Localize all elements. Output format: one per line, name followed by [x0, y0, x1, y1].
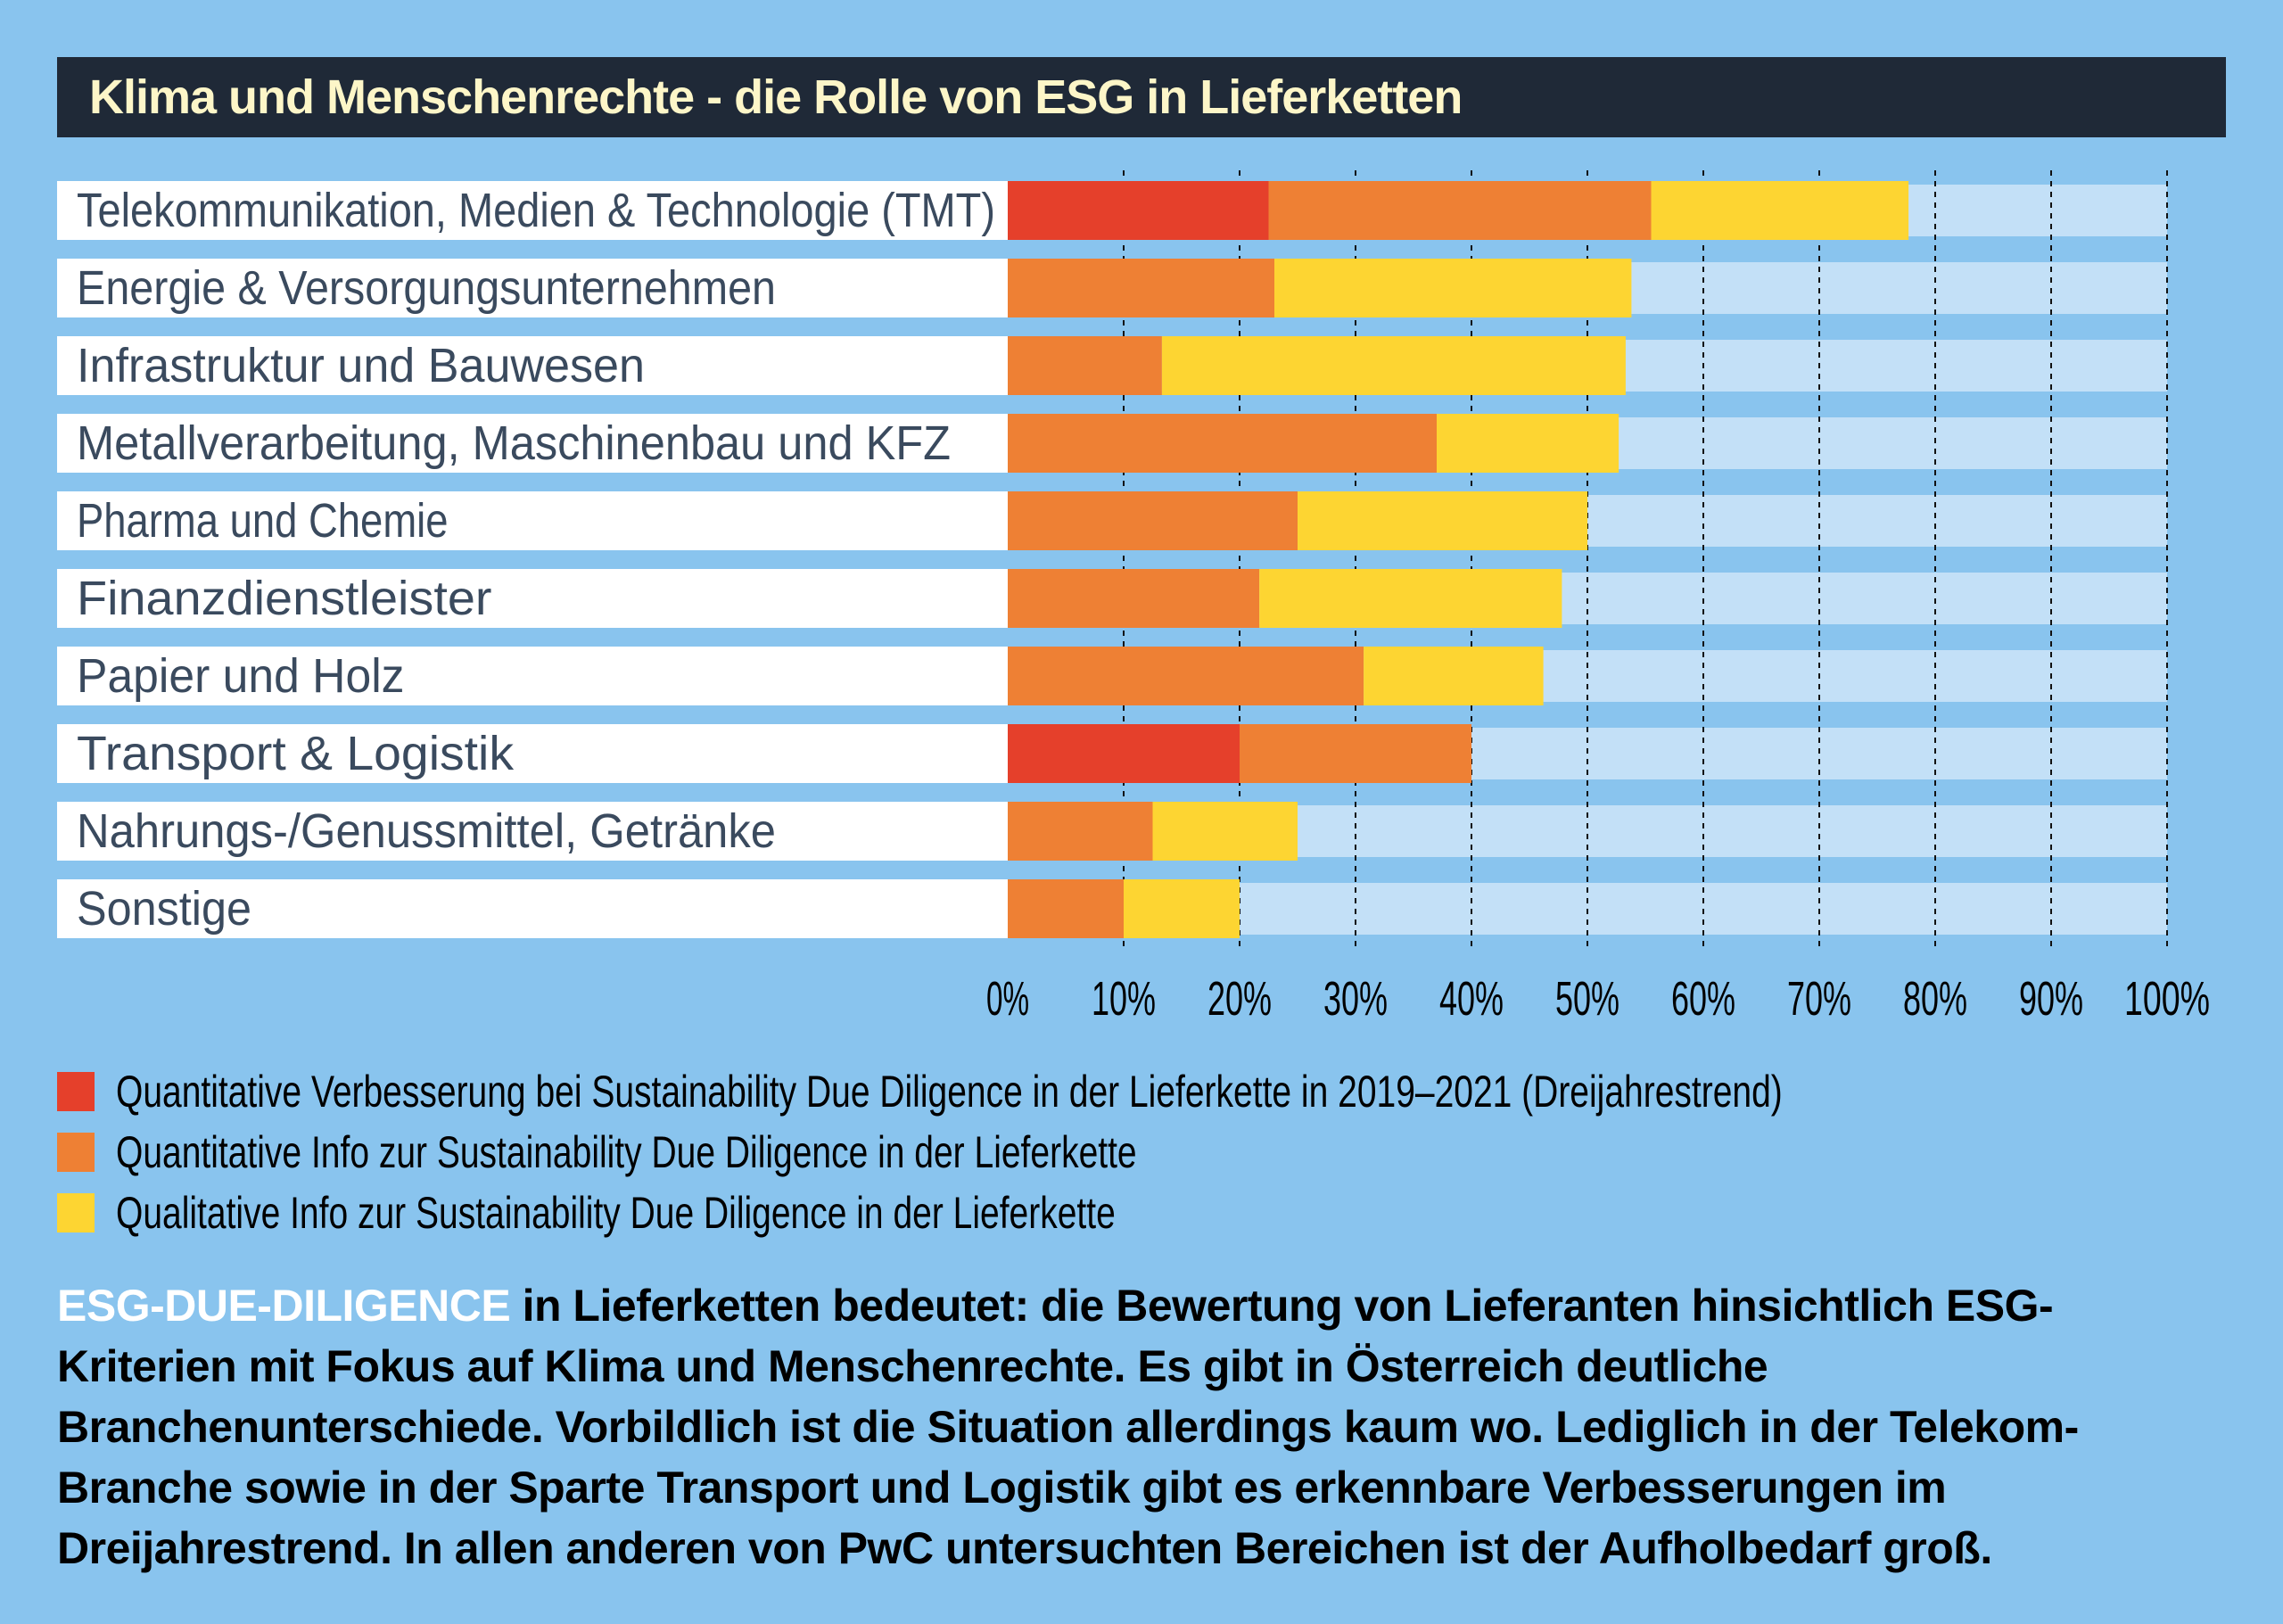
category-label-box: [57, 569, 1008, 628]
bar-segment-yellow: [1274, 259, 1632, 317]
legend-label: Quantitative Info zur Sustainability Due…: [116, 1127, 1137, 1177]
category-label-box: [57, 491, 1008, 550]
category-label: Sonstige: [77, 882, 251, 936]
legend-item-orange: Quantitative Info zur Sustainability Due…: [57, 1122, 2253, 1183]
category-label: Pharma und Chemie: [77, 494, 449, 548]
x-tick-label: 60%: [1671, 972, 1735, 1026]
paragraph-body: in Lieferketten bedeutet: die Bewertung …: [57, 1281, 2079, 1573]
bar-segment-yellow: [1364, 647, 1544, 705]
x-tick-label: 90%: [2019, 972, 2083, 1026]
bar-segment-orange: [1008, 569, 1260, 628]
title-bar: Klima und Menschenrechte - die Rolle von…: [57, 57, 2226, 137]
bar-segment-yellow: [1152, 802, 1298, 861]
category-label: Metallverarbeitung, Maschinenbau und KFZ: [77, 416, 951, 470]
bar-segment-orange: [1268, 181, 1652, 240]
x-tick-label: 100%: [2124, 972, 2210, 1026]
description-paragraph: ESG-DUE-DILIGENCE in Lieferketten bedeut…: [57, 1275, 2215, 1579]
category-label: Finanzdienstleister: [77, 572, 492, 625]
legend-label: Quantitative Verbesserung bei Sustainabi…: [116, 1067, 1783, 1117]
category-label-box: [57, 724, 1008, 783]
legend-label: Qualitative Info zur Sustainability Due …: [116, 1188, 1116, 1238]
category-label-box: [57, 259, 1008, 317]
x-tick-label: 10%: [1092, 972, 1156, 1026]
bar-segment-red: [1008, 181, 1269, 240]
x-tick-label: 20%: [1207, 972, 1272, 1026]
x-tick-label: 80%: [1903, 972, 1967, 1026]
bar-segment-orange: [1008, 647, 1364, 705]
category-label: Transport & Logistik: [77, 727, 515, 780]
bar-segment-yellow: [1124, 879, 1240, 938]
bar-segment-orange: [1240, 724, 1471, 783]
legend-swatch-orange: [57, 1133, 95, 1172]
bar-segment-orange: [1008, 491, 1298, 550]
category-label-box: [57, 414, 1008, 473]
bar-segment-orange: [1008, 879, 1124, 938]
bar-segment-yellow: [1259, 569, 1562, 628]
category-label-box: [57, 879, 1008, 938]
legend-item-yellow: Qualitative Info zur Sustainability Due …: [57, 1183, 2253, 1243]
x-tick-label: 0%: [986, 972, 1029, 1026]
bar-segment-yellow: [1161, 336, 1626, 395]
x-tick-label: 50%: [1555, 972, 1620, 1026]
category-label: Papier und Holz: [77, 649, 405, 703]
stacked-bar-chart: Telekommunikation, Medien & Technologie …: [57, 170, 2210, 1026]
category-label-box: [57, 802, 1008, 861]
bar-segment-yellow: [1437, 414, 1620, 473]
category-label-box: [57, 181, 1008, 240]
category-label: Telekommunikation, Medien & Technologie …: [77, 184, 995, 237]
legend-swatch-yellow: [57, 1193, 95, 1232]
bar-segment-orange: [1008, 414, 1437, 473]
chart-title: Klima und Menschenrechte - die Rolle von…: [89, 70, 1463, 124]
x-tick-label: 30%: [1323, 972, 1388, 1026]
legend-swatch-red: [57, 1072, 95, 1111]
category-label-box: [57, 336, 1008, 395]
category-label: Energie & Versorgungsunternehmen: [77, 261, 776, 315]
bar-segment-orange: [1008, 802, 1153, 861]
bar-segment-yellow: [1298, 491, 1587, 550]
bar-segment-red: [1008, 724, 1240, 783]
bar-segment-yellow: [1651, 181, 1909, 240]
legend: Quantitative Verbesserung bei Sustainabi…: [57, 1061, 2253, 1243]
category-label-box: [57, 647, 1008, 705]
bar-segment-orange: [1008, 259, 1274, 317]
x-tick-label: 40%: [1439, 972, 1504, 1026]
x-tick-label: 70%: [1787, 972, 1851, 1026]
bar-segment-orange: [1008, 336, 1162, 395]
legend-item-red: Quantitative Verbesserung bei Sustainabi…: [57, 1061, 2253, 1122]
category-label: Nahrungs-/Genussmittel, Getränke: [77, 804, 776, 858]
category-label: Infrastruktur und Bauwesen: [77, 339, 645, 392]
highlight-term: ESG-DUE-DILIGENCE: [57, 1281, 511, 1331]
